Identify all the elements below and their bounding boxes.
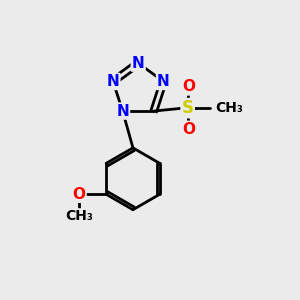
Text: O: O [183,122,196,137]
Text: N: N [106,74,119,89]
Text: CH₃: CH₃ [65,209,93,223]
Text: O: O [183,80,196,94]
Text: N: N [116,103,129,118]
Text: N: N [157,74,170,89]
Text: S: S [182,99,194,117]
Text: CH₃: CH₃ [216,101,244,115]
Text: N: N [132,56,145,70]
Text: O: O [73,187,85,202]
